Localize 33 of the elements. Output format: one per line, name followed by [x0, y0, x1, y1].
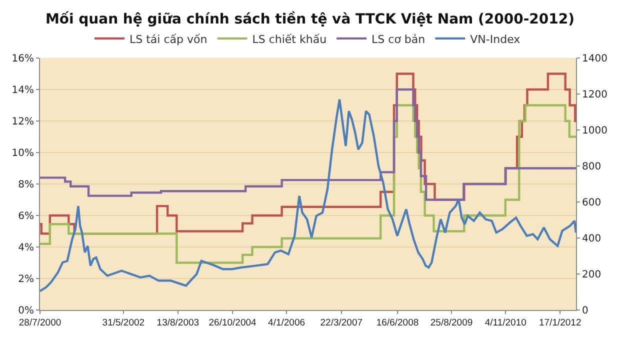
x-tick-label: 26/10/2004 — [208, 317, 256, 328]
x-tick-label: 17/1/2012 — [538, 317, 582, 328]
x-tick-label: 4/11/2010 — [484, 317, 526, 328]
y-tick-label: 10% — [12, 148, 34, 159]
y-tick-label: 12% — [12, 116, 34, 128]
legend-label: LS tái cấp vốn — [130, 32, 208, 46]
legend-label: VN-Index — [470, 32, 521, 46]
y2-tick-label: 400 — [582, 234, 602, 244]
y2-tick-label: 200 — [582, 270, 602, 280]
x-tick-label: 13/8/2003 — [156, 317, 200, 328]
x-tick-label: 16/6/2008 — [376, 317, 419, 328]
chart-title: Mối quan hệ giữa chính sách tiền tệ và TTCK Việt Nam (2000-2012) — [45, 10, 575, 28]
x-tick-label: 25/8/2009 — [430, 317, 473, 328]
y-tick-label: 0% — [18, 306, 34, 316]
x-tick-label: 31/5/2002 — [102, 317, 145, 328]
x-tick-label: 28/7/2000 — [18, 317, 62, 328]
y-tick-label: 16% — [12, 54, 34, 64]
legend-label: LS cơ bản — [372, 32, 426, 46]
y2-tick-label: 0 — [582, 306, 588, 316]
y2-tick-label: 1200 — [582, 90, 608, 100]
y-tick-label: 6% — [18, 211, 34, 222]
y2-tick-label: 1000 — [582, 126, 608, 136]
y2-tick-label: 800 — [582, 162, 602, 172]
y2-tick-label: 600 — [582, 198, 602, 208]
y-tick-label: 2% — [18, 274, 34, 285]
legend-label: LS chiết khấu — [252, 32, 327, 46]
x-tick-label: 22/3/2007 — [320, 317, 363, 328]
line-series — [40, 98, 576, 292]
y-tick-label: 4% — [18, 242, 34, 254]
x-tick-label: 4/1/2006 — [268, 317, 306, 328]
y-tick-label: 8% — [18, 180, 34, 190]
y2-tick-label: 1400 — [582, 54, 608, 64]
y-tick-label: 14% — [12, 85, 34, 96]
